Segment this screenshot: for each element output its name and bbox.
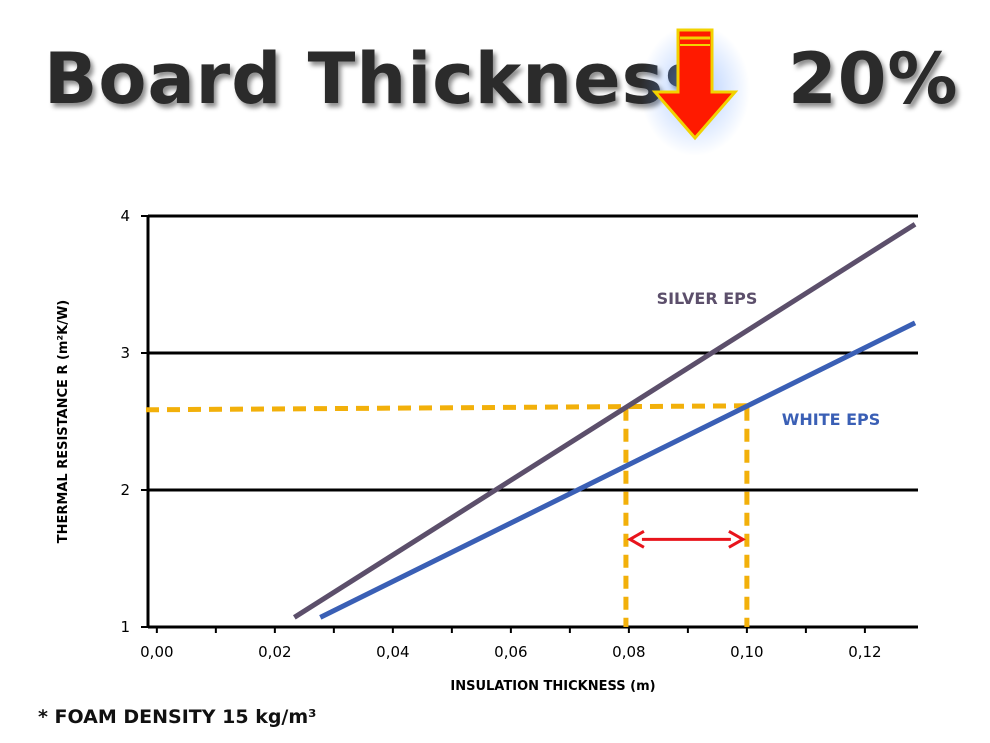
x-axis-label: INSULATION THICKNESS (m) <box>450 679 655 694</box>
series-white-eps <box>319 320 917 620</box>
y-tick-label: 4 <box>120 207 130 225</box>
difference-arrow-head-right <box>728 530 746 549</box>
title-text: Board Thickness <box>44 38 707 120</box>
x-tick-label: 0,04 <box>376 643 409 661</box>
series-label-white-eps: WHITE EPS <box>782 410 881 429</box>
title-row: Board Thickness 20% <box>0 0 990 160</box>
x-tick-label: 0,00 <box>140 643 173 661</box>
y-tick-label: 3 <box>120 344 130 362</box>
difference-arrow-head-left <box>626 530 645 549</box>
x-tick-label: 0,12 <box>848 643 881 661</box>
series-silver-eps <box>292 222 917 620</box>
x-tick-label: 0,02 <box>258 643 291 661</box>
footnote: * FOAM DENSITY 15 kg/m³ <box>38 706 317 728</box>
down-arrow-icon <box>640 24 750 155</box>
x-tick-label: 0,06 <box>494 643 527 661</box>
y-tick-label: 2 <box>120 481 130 499</box>
series-label-silver-eps: SILVER EPS <box>657 289 758 308</box>
reference-line-horizontal <box>145 403 747 413</box>
y-tick-label: 1 <box>120 618 130 636</box>
y-axis-label: THERMAL RESISTANCE R (m²K/W) <box>56 300 71 543</box>
title-percent: 20% <box>788 38 959 120</box>
x-tick-label: 0,08 <box>612 643 645 661</box>
x-tick-label: 0,10 <box>730 643 763 661</box>
